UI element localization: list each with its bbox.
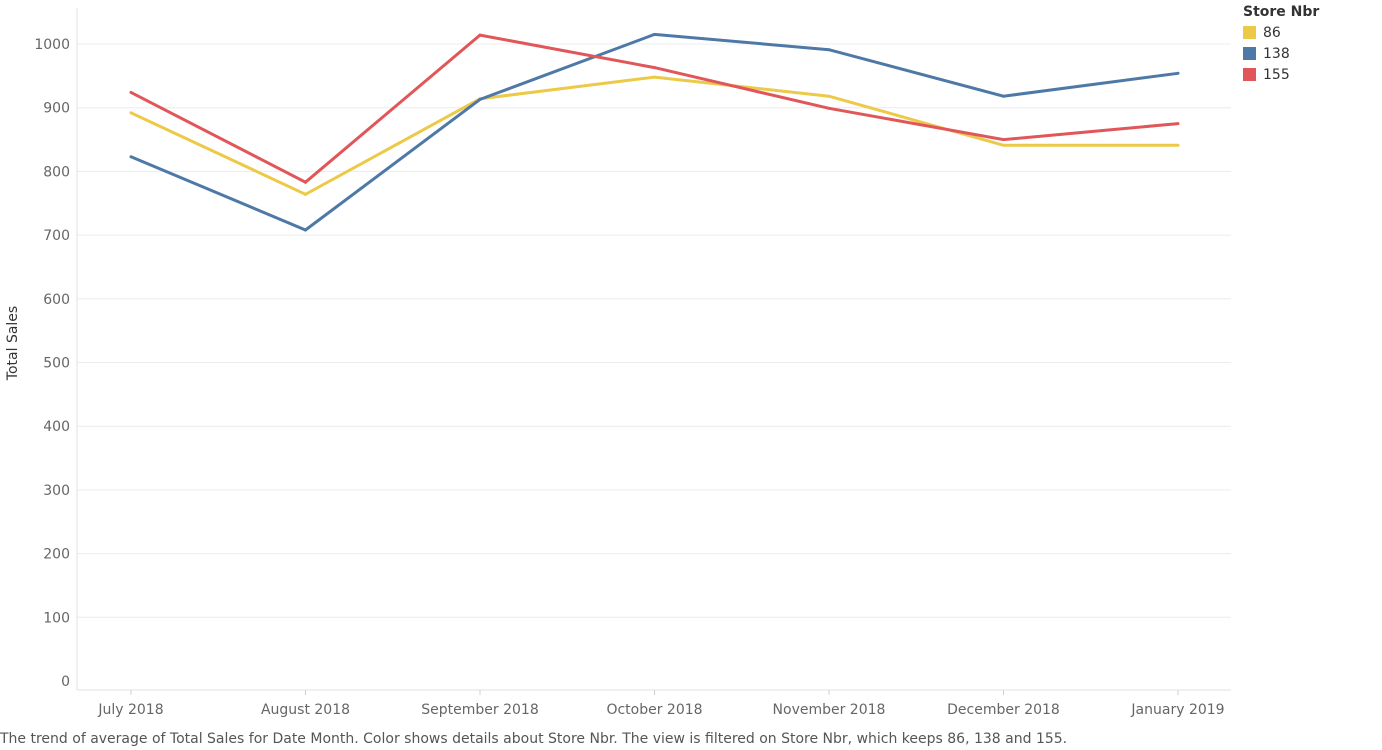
- data-point-86[interactable]: [129, 111, 133, 115]
- x-tick-label: July 2018: [97, 702, 163, 718]
- legend-swatch: [1243, 47, 1256, 60]
- data-point-155[interactable]: [827, 106, 831, 110]
- series-line-138[interactable]: [130, 32, 1179, 232]
- legend-label: 86: [1263, 24, 1281, 41]
- legend-title: Store Nbr: [1243, 4, 1320, 20]
- y-axis-title: Total Sales: [5, 306, 21, 381]
- x-tick-labels: July 2018 August 2018 September 2018 Octobe…: [97, 702, 1224, 718]
- data-point-86[interactable]: [653, 75, 656, 79]
- x-tick-label: November 2018: [773, 702, 886, 718]
- data-point-138[interactable]: [129, 155, 133, 159]
- x-tick-label: December 2018: [947, 702, 1060, 718]
- data-point-138[interactable]: [1176, 71, 1180, 75]
- data-point-155[interactable]: [653, 66, 656, 70]
- legend-item-86[interactable]: 86: [1243, 22, 1319, 43]
- legend-label: 138: [1263, 45, 1290, 62]
- data-point-138[interactable]: [304, 228, 307, 232]
- data-point-138[interactable]: [1002, 94, 1005, 98]
- data-point-155[interactable]: [129, 90, 133, 94]
- axes: [76, 8, 1231, 695]
- y-tick-label: 300: [43, 483, 70, 499]
- legend-item-138[interactable]: 138: [1243, 43, 1319, 64]
- legend: Store Nbr 86 138 155: [1243, 4, 1319, 85]
- y-tick-label: 100: [43, 610, 70, 626]
- y-tick-label: 900: [43, 101, 70, 117]
- data-point-86[interactable]: [827, 94, 831, 98]
- y-tick-label: 200: [43, 547, 70, 563]
- legend-label: 155: [1263, 66, 1290, 83]
- series-lines: [129, 32, 1180, 232]
- x-tick-label: September 2018: [421, 702, 538, 718]
- legend-items: 86 138 155: [1243, 22, 1319, 85]
- data-point-155[interactable]: [1002, 138, 1005, 142]
- y-tick-label: 500: [43, 356, 70, 372]
- data-point-155[interactable]: [304, 180, 307, 184]
- x-tick-label: October 2018: [606, 702, 702, 718]
- y-tick-label: 800: [43, 164, 70, 180]
- data-point-86[interactable]: [1002, 143, 1005, 147]
- data-point-155[interactable]: [1176, 122, 1180, 126]
- data-point-138[interactable]: [827, 48, 831, 52]
- legend-item-155[interactable]: 155: [1243, 64, 1319, 85]
- x-tick-label: August 2018: [261, 702, 350, 718]
- gridlines: [77, 43, 1231, 618]
- y-tick-label: 700: [43, 228, 70, 244]
- y-tick-label: 1000: [34, 37, 70, 53]
- chart-caption: The trend of average of Total Sales for …: [0, 731, 1068, 747]
- y-tick-label: 400: [43, 419, 70, 435]
- line-chart: 0 100 200 300 400 500 600 700 800 900 1000 July 20…: [5, 8, 1231, 718]
- y-tick-label: 600: [43, 292, 70, 308]
- series-line-155[interactable]: [130, 33, 1179, 184]
- x-tick-label: January 2019: [1130, 702, 1224, 718]
- data-point-138[interactable]: [478, 97, 482, 101]
- data-point-86[interactable]: [304, 192, 307, 196]
- legend-swatch: [1243, 26, 1256, 39]
- legend-swatch: [1243, 68, 1256, 81]
- y-tick-labels: 0 100 200 300 400 500 600 700 800 900 1000: [34, 37, 70, 690]
- y-tick-label: 0: [61, 674, 70, 690]
- data-point-86[interactable]: [1176, 143, 1180, 147]
- data-point-155[interactable]: [478, 33, 482, 37]
- data-point-138[interactable]: [653, 32, 656, 36]
